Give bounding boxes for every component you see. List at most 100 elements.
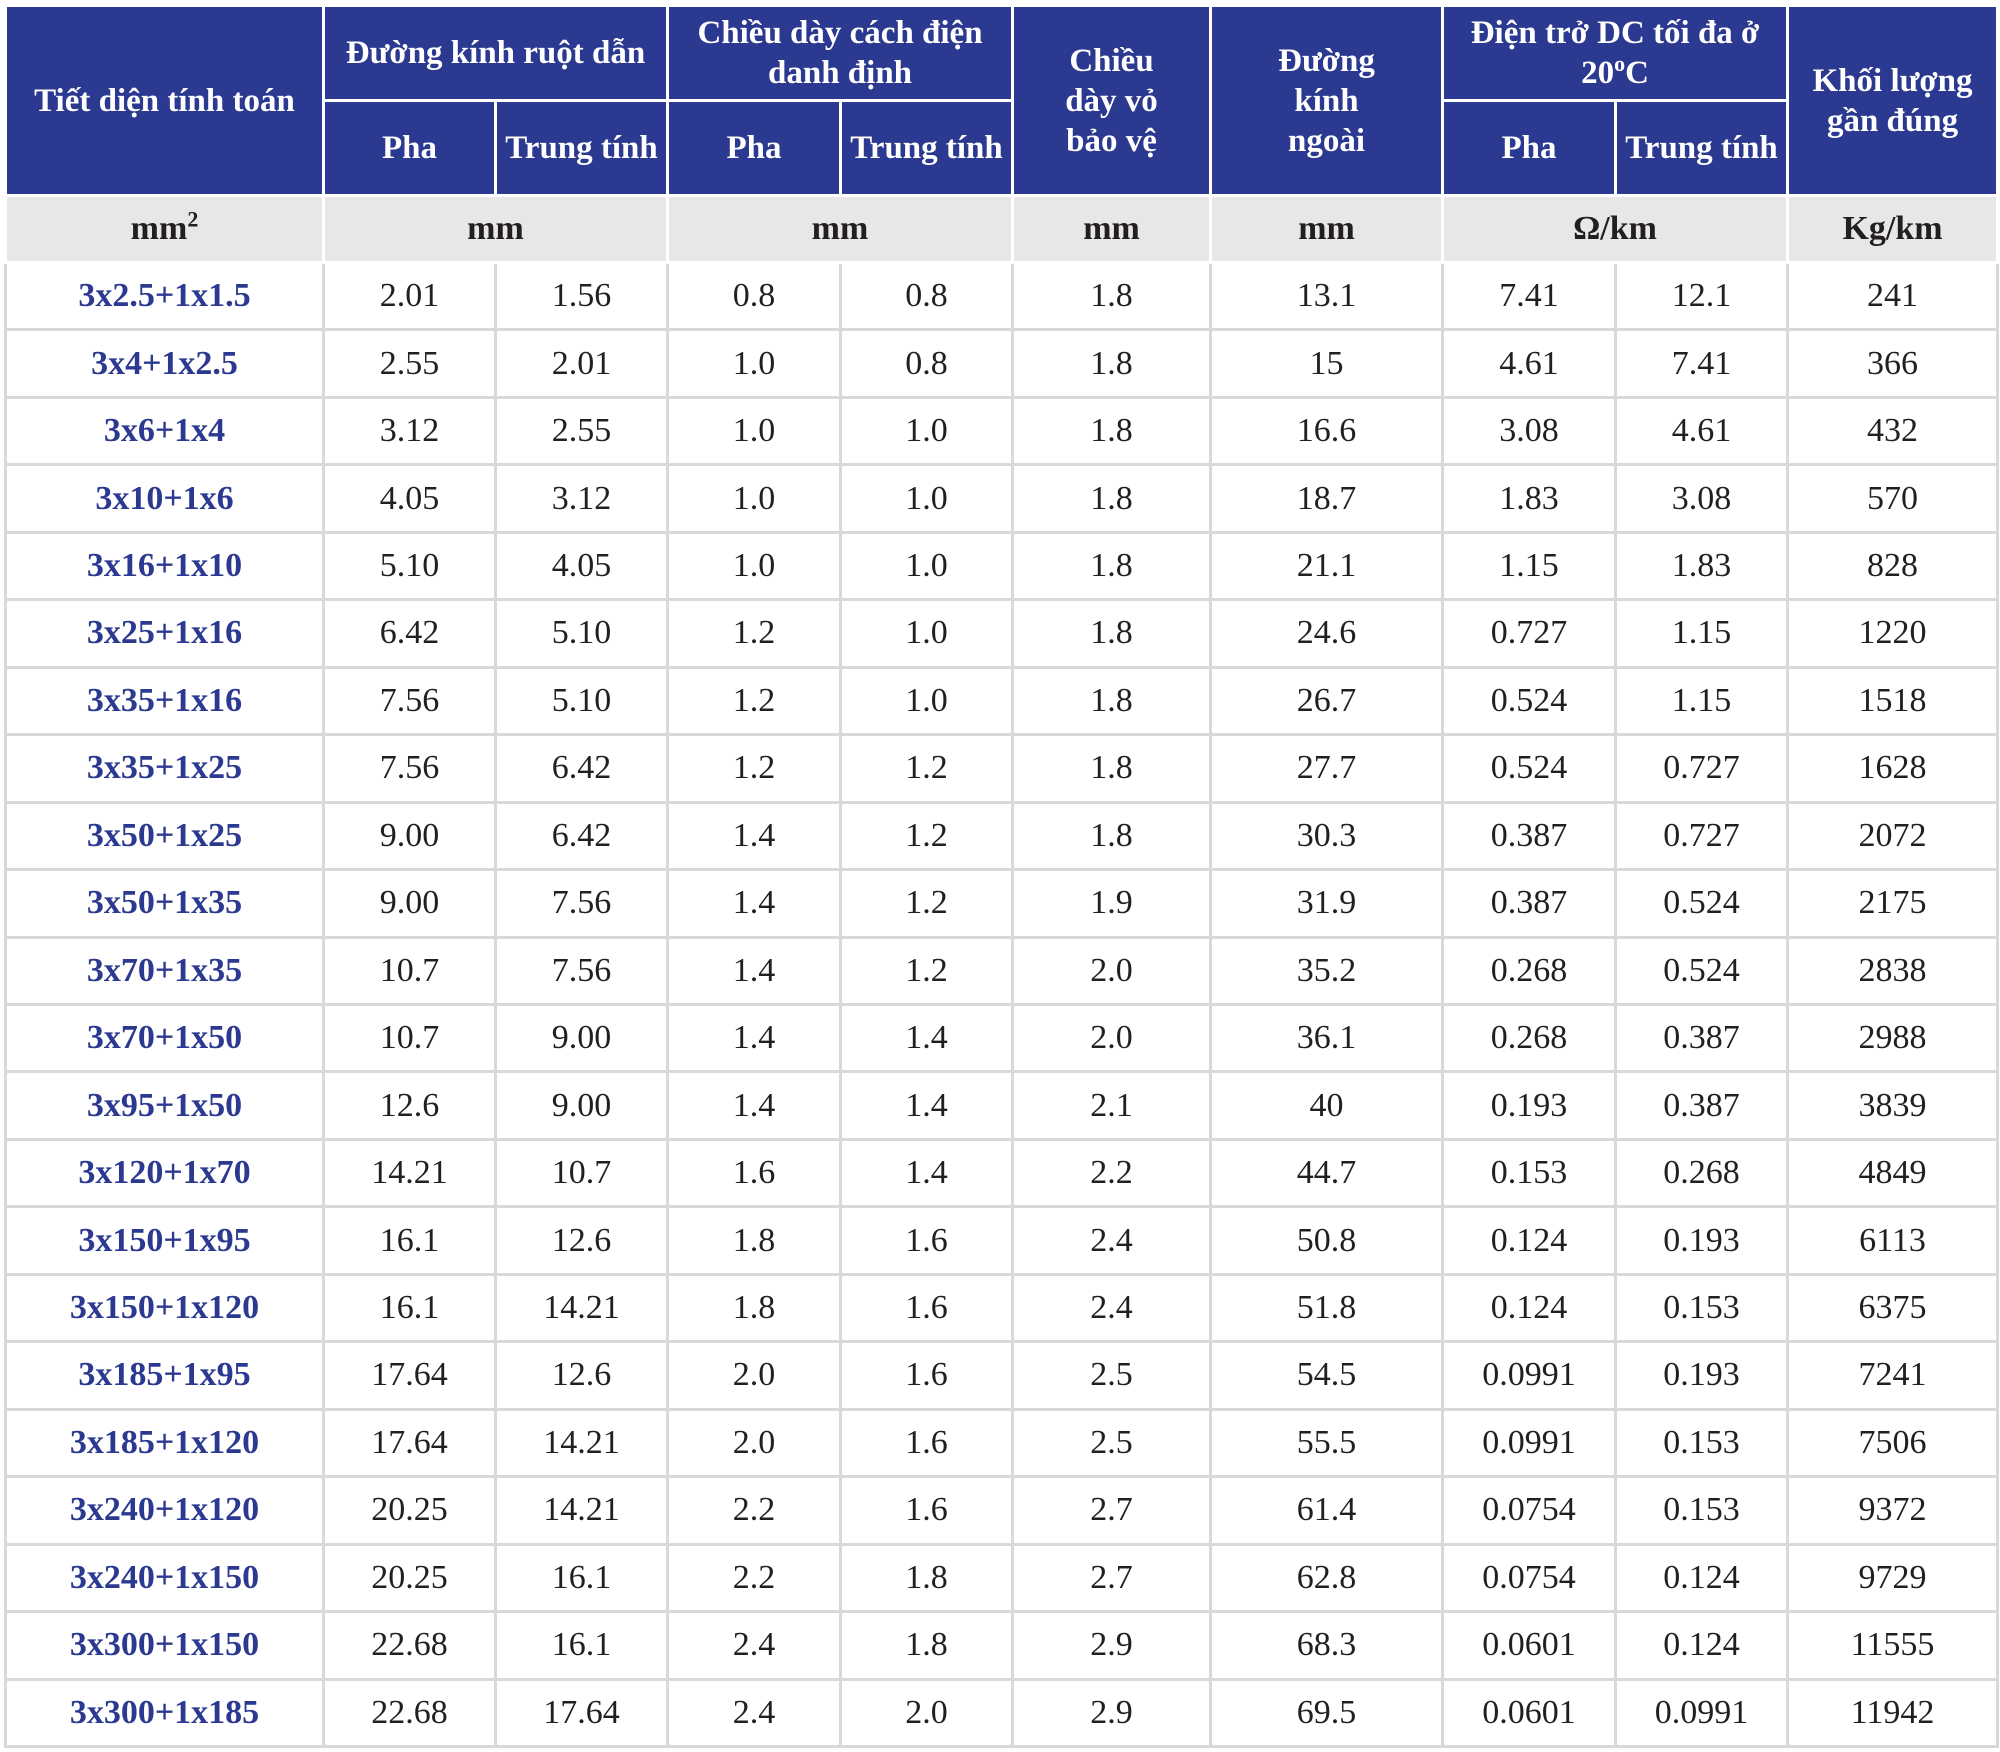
cell-insulation-phase: 1.4	[666, 868, 842, 939]
table-row: 3x240+1x120 20.25 14.21 2.2 1.6 2.7 61.4 0.0754…	[4, 1475, 2000, 1546]
cell-cross-section: 3x300+1x185	[4, 1677, 325, 1749]
cell-resistance-neutral: 0.268	[1614, 1137, 1790, 1209]
cell-outer-diameter: 69.5	[1209, 1677, 1445, 1749]
cell-approx-weight: 1220	[1786, 598, 2000, 669]
cell-conductor-neutral: 14.21	[494, 1272, 669, 1344]
cell-insulation-neutral: 1.0	[838, 530, 1015, 602]
cell-conductor-phase: 22.68	[322, 1677, 497, 1749]
cell-outer-diameter: 62.8	[1209, 1542, 1445, 1614]
cell-cross-section: 3x4+1x2.5	[4, 328, 325, 399]
cell-conductor-neutral: 5.10	[494, 598, 669, 669]
cell-sheath-thickness: 1.8	[1011, 665, 1213, 737]
cell-resistance-phase: 0.0754	[1441, 1542, 1618, 1614]
cell-resistance-neutral: 3.08	[1614, 463, 1790, 534]
subheader-insulation-neutral: Trung tính	[838, 99, 1015, 197]
cell-conductor-neutral: 6.42	[494, 800, 669, 872]
cell-sheath-thickness: 1.8	[1011, 328, 1213, 399]
cell-cross-section: 3x16+1x10	[4, 530, 325, 602]
unit-sheath-thickness: mm	[1011, 194, 1213, 264]
cell-outer-diameter: 61.4	[1209, 1475, 1445, 1546]
cell-insulation-phase: 1.2	[666, 598, 842, 669]
header-approx-weight: Khối lượng gần đúng	[1786, 4, 2000, 197]
table-row: 3x95+1x50 12.6 9.00 1.4 1.4 2.1 40 0.193 0.387 38…	[4, 1070, 2000, 1141]
cell-outer-diameter: 27.7	[1209, 733, 1445, 804]
unit-outer-diameter: mm	[1209, 194, 1445, 264]
cell-cross-section: 3x2.5+1x1.5	[4, 260, 325, 332]
cell-insulation-phase: 1.0	[666, 395, 842, 467]
cell-conductor-phase: 4.05	[322, 463, 497, 534]
cell-insulation-neutral: 1.2	[838, 935, 1015, 1006]
degree-sup: o	[1614, 51, 1626, 76]
cell-conductor-phase: 9.00	[322, 868, 497, 939]
subheader-conductor-neutral: Trung tính	[494, 99, 669, 197]
cell-approx-weight: 2838	[1786, 935, 2000, 1006]
cell-cross-section: 3x150+1x120	[4, 1272, 325, 1344]
cell-conductor-phase: 10.7	[322, 935, 497, 1006]
cell-conductor-neutral: 10.7	[494, 1137, 669, 1209]
cell-conductor-phase: 9.00	[322, 800, 497, 872]
cell-insulation-phase: 1.2	[666, 665, 842, 737]
cell-resistance-phase: 0.524	[1441, 665, 1618, 737]
cell-outer-diameter: 55.5	[1209, 1407, 1445, 1479]
cell-outer-diameter: 50.8	[1209, 1205, 1445, 1276]
table-row: 3x16+1x10 5.10 4.05 1.0 1.0 1.8 21.1 1.15 1.83 82…	[4, 530, 2000, 602]
cell-conductor-neutral: 12.6	[494, 1340, 669, 1411]
cell-sheath-thickness: 1.8	[1011, 260, 1213, 332]
cell-cross-section: 3x50+1x25	[4, 800, 325, 872]
cell-cross-section: 3x6+1x4	[4, 395, 325, 467]
cell-sheath-thickness: 1.8	[1011, 733, 1213, 804]
cell-sheath-thickness: 2.4	[1011, 1272, 1213, 1344]
cell-insulation-neutral: 1.6	[838, 1407, 1015, 1479]
table-row: 3x300+1x150 22.68 16.1 2.4 1.8 2.9 68.3 0.0601 0…	[4, 1610, 2000, 1681]
cell-conductor-neutral: 3.12	[494, 463, 669, 534]
cell-resistance-phase: 1.83	[1441, 463, 1618, 534]
cell-outer-diameter: 51.8	[1209, 1272, 1445, 1344]
cell-resistance-phase: 0.153	[1441, 1137, 1618, 1209]
cell-resistance-phase: 0.0601	[1441, 1677, 1618, 1749]
cell-cross-section: 3x10+1x6	[4, 463, 325, 534]
cell-conductor-neutral: 7.56	[494, 935, 669, 1006]
cell-resistance-neutral: 0.524	[1614, 868, 1790, 939]
cell-insulation-phase: 0.8	[666, 260, 842, 332]
cell-conductor-phase: 16.1	[322, 1272, 497, 1344]
cell-conductor-neutral: 7.56	[494, 868, 669, 939]
cell-resistance-phase: 1.15	[1441, 530, 1618, 602]
cell-conductor-phase: 10.7	[322, 1002, 497, 1074]
cell-resistance-neutral: 0.153	[1614, 1272, 1790, 1344]
cell-insulation-phase: 1.8	[666, 1205, 842, 1276]
cell-cross-section: 3x150+1x95	[4, 1205, 325, 1276]
cell-approx-weight: 9372	[1786, 1475, 2000, 1546]
cell-resistance-phase: 0.268	[1441, 1002, 1618, 1074]
cell-conductor-neutral: 9.00	[494, 1002, 669, 1074]
unit-insulation-thickness: mm	[665, 194, 1015, 264]
cell-insulation-phase: 2.4	[666, 1677, 842, 1749]
cell-approx-weight: 4849	[1786, 1137, 2000, 1209]
cell-resistance-phase: 7.41	[1441, 260, 1618, 332]
table-row: 3x25+1x16 6.42 5.10 1.2 1.0 1.8 24.6 0.727 1.15 1…	[4, 598, 2000, 669]
cell-cross-section: 3x95+1x50	[4, 1070, 325, 1141]
cell-resistance-neutral: 0.387	[1614, 1070, 1790, 1141]
cell-resistance-phase: 0.124	[1441, 1205, 1618, 1276]
cell-outer-diameter: 16.6	[1209, 395, 1445, 467]
cell-sheath-thickness: 2.7	[1011, 1542, 1213, 1614]
cell-approx-weight: 3839	[1786, 1070, 2000, 1141]
cell-sheath-thickness: 2.2	[1011, 1137, 1213, 1209]
cell-outer-diameter: 13.1	[1209, 260, 1445, 332]
cell-outer-diameter: 31.9	[1209, 868, 1445, 939]
cell-approx-weight: 241	[1786, 260, 2000, 332]
cell-insulation-phase: 1.4	[666, 1070, 842, 1141]
cell-approx-weight: 570	[1786, 463, 2000, 534]
cell-resistance-neutral: 0.124	[1614, 1610, 1790, 1681]
cell-resistance-neutral: 0.727	[1614, 733, 1790, 804]
cell-resistance-neutral: 0.727	[1614, 800, 1790, 872]
cell-insulation-neutral: 1.2	[838, 733, 1015, 804]
cell-resistance-phase: 0.0601	[1441, 1610, 1618, 1681]
cell-resistance-neutral: 0.153	[1614, 1407, 1790, 1479]
header-dc-resistance-suffix: C	[1625, 55, 1649, 91]
cell-outer-diameter: 21.1	[1209, 530, 1445, 602]
cell-sheath-thickness: 1.9	[1011, 868, 1213, 939]
cell-conductor-phase: 3.12	[322, 395, 497, 467]
unit-cross-section: mm2	[4, 194, 325, 264]
unit-dc-resistance: Ω/km	[1441, 194, 1790, 264]
header-row-2: Pha Trung tính Pha Trung tính Pha Trung …	[6, 99, 1998, 197]
